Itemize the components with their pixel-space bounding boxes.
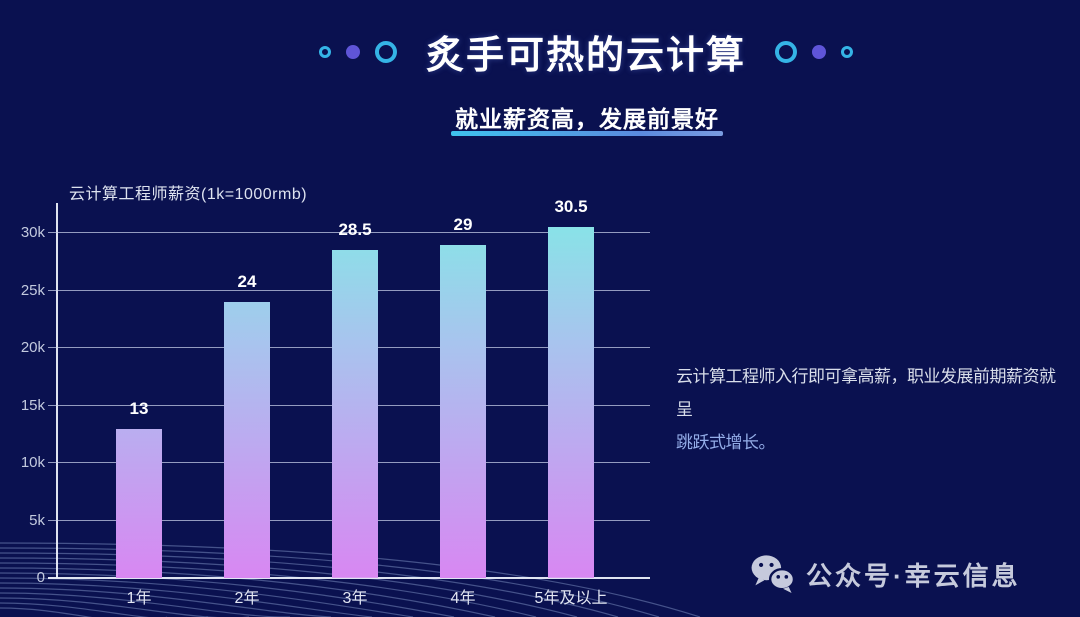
ring-small-icon [841, 45, 854, 58]
gridline-30k [48, 232, 650, 233]
y-axis-line [56, 203, 58, 578]
x-tick-label: 5年及以上 [534, 590, 608, 607]
bar-value-label: 13 [129, 398, 149, 418]
x-tick-label: 3年 [342, 590, 368, 607]
ring-large-icon [374, 40, 397, 63]
x-tick-label: 2年 [234, 590, 260, 607]
bar-2年 [224, 302, 270, 578]
watermark-text: 公众号·幸云信息 [806, 560, 1021, 591]
ring-large-icon [775, 40, 798, 63]
salary-bar-chart: 0 5k 10k 15k 20k 25k 30k 13 1年 24 2年 28.5 3年 29 4年 30.5… [21, 197, 650, 607]
y-tick-label: 25k [20, 281, 45, 299]
description-highlight: 跳跃式增长。 [676, 433, 776, 452]
wechat-icon [751, 555, 796, 594]
bar-5年及以上 [548, 227, 594, 578]
bar-value-label: 29 [453, 214, 473, 234]
subtitle-block: 就业薪资高，发展前景好 [451, 100, 723, 136]
dot-icon [812, 44, 827, 59]
bar-value-label: 30.5 [554, 197, 588, 217]
x-tick-label: 4年 [450, 590, 476, 607]
y-tick-label: 30k [20, 224, 45, 241]
page-title: 炙手可热的云计算 [425, 35, 747, 77]
y-tick-label: 20k [20, 339, 45, 356]
watermark: 公众号·幸云信息 [750, 554, 1021, 594]
x-axis-line [48, 577, 650, 579]
description-line1: 云计算工程师入行即可拿高薪，职业发展前期薪资就呈 [676, 367, 1056, 419]
x-tick-label: 1年 [126, 590, 152, 607]
y-tick-label: 0 [36, 569, 45, 586]
y-tick-label: 15k [20, 396, 45, 414]
bar-1年 [116, 428, 162, 578]
description-text: 云计算工程师入行即可拿高薪，职业发展前期薪资就呈 跳跃式增长。 [676, 360, 1071, 459]
bar-value-label: 24 [237, 272, 257, 291]
dot-icon [345, 44, 360, 59]
bar-value-label: 28.5 [338, 220, 372, 240]
subtitle: 就业薪资高，发展前景好 [455, 106, 719, 132]
chart-axis-title: 云计算工程师薪资(1k=1000rmb) [69, 186, 308, 203]
y-tick-label: 10k [20, 454, 45, 471]
y-tick-label: 5k [29, 511, 45, 529]
subtitle-underline [451, 131, 723, 136]
ring-small-icon [318, 45, 331, 58]
title-row: 炙手可热的云计算 [318, 24, 854, 79]
bar-4年 [440, 244, 486, 578]
bar-3年 [332, 250, 378, 578]
